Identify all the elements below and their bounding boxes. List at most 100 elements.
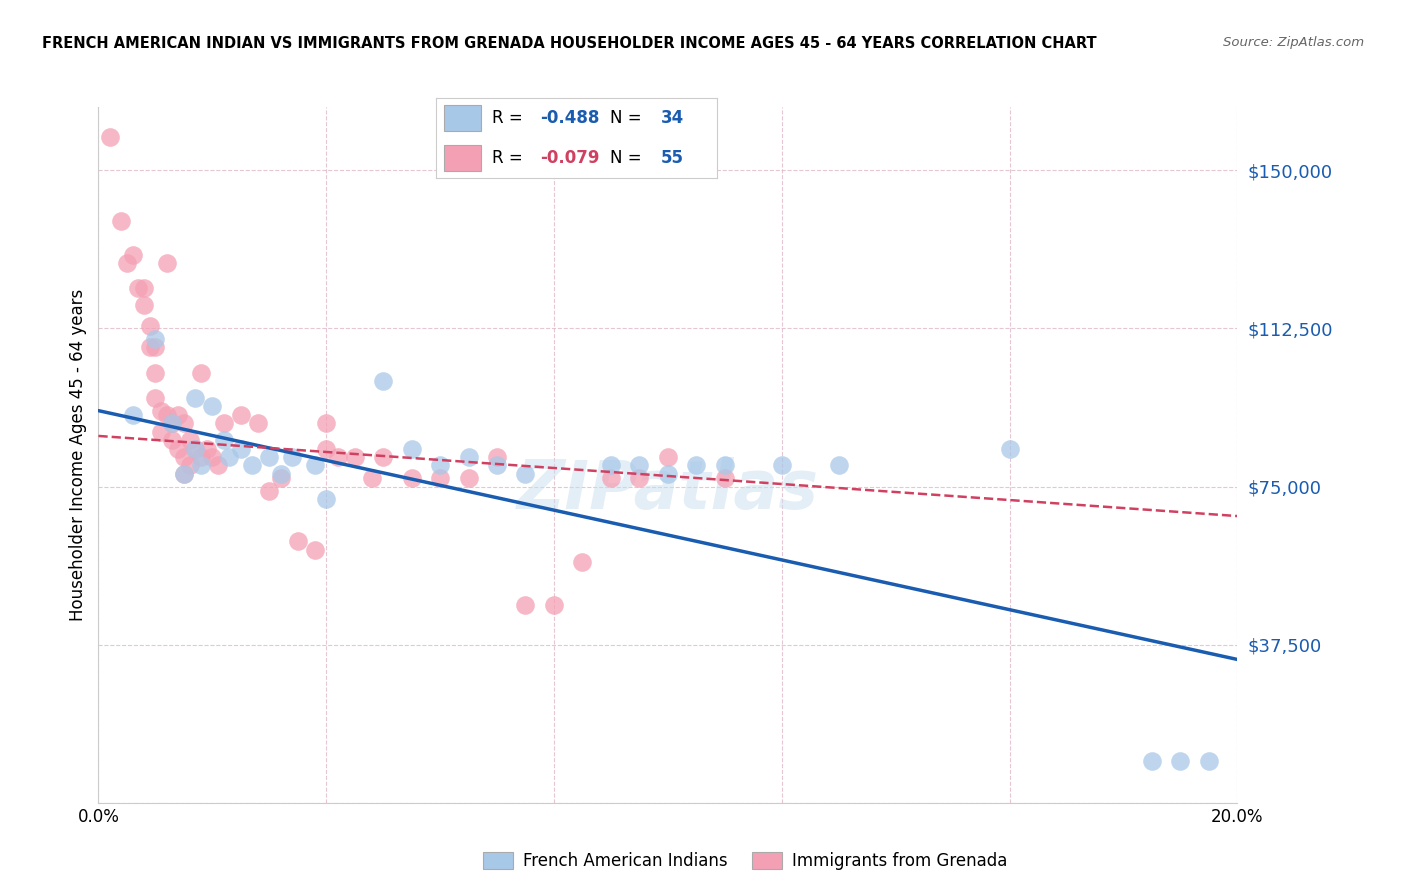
Point [145, 366, 167, 380]
Point [429, 471, 451, 485]
Point [600, 458, 623, 473]
Point [315, 442, 337, 456]
Point [201, 400, 224, 414]
Point [259, 483, 281, 498]
Point [515, 598, 537, 612]
Point [150, 425, 173, 439]
Point [121, 408, 143, 422]
Point [657, 450, 679, 464]
Point [401, 471, 423, 485]
Point [218, 450, 240, 464]
Point [281, 450, 304, 464]
Point [270, 471, 292, 485]
Point [600, 471, 623, 485]
Point [1198, 754, 1220, 768]
Point [998, 442, 1021, 456]
Point [401, 442, 423, 456]
Point [190, 458, 212, 473]
Point [184, 442, 207, 456]
Point [110, 214, 132, 228]
Point [184, 442, 207, 456]
Text: N =: N = [610, 109, 647, 128]
Point [246, 417, 269, 431]
Y-axis label: Householder Income Ages 45 - 64 years: Householder Income Ages 45 - 64 years [69, 289, 87, 621]
Point [173, 417, 195, 431]
Point [173, 467, 195, 481]
Point [315, 492, 337, 507]
Point [714, 471, 737, 485]
Point [457, 471, 479, 485]
Point [190, 366, 212, 380]
Point [373, 374, 395, 388]
Point [486, 450, 509, 464]
Text: FRENCH AMERICAN INDIAN VS IMMIGRANTS FROM GRENADA HOUSEHOLDER INCOME AGES 45 - 6: FRENCH AMERICAN INDIAN VS IMMIGRANTS FRO… [42, 36, 1097, 51]
Point [1170, 754, 1192, 768]
Point [121, 247, 143, 261]
Point [770, 458, 793, 473]
Point [173, 467, 195, 481]
Point [156, 256, 179, 270]
Text: N =: N = [610, 149, 647, 168]
Point [127, 281, 149, 295]
Text: Source: ZipAtlas.com: Source: ZipAtlas.com [1223, 36, 1364, 49]
Point [229, 442, 252, 456]
Point [270, 467, 292, 481]
Point [115, 256, 138, 270]
Point [657, 467, 679, 481]
Point [138, 319, 160, 334]
Point [571, 556, 593, 570]
Point [145, 332, 167, 346]
Point [207, 458, 229, 473]
Point [457, 450, 479, 464]
Point [156, 408, 179, 422]
Point [343, 450, 366, 464]
Legend: French American Indians, Immigrants from Grenada: French American Indians, Immigrants from… [477, 845, 1014, 877]
Point [201, 450, 224, 464]
Point [543, 598, 565, 612]
Point [315, 417, 337, 431]
Point [259, 450, 281, 464]
Point [162, 433, 184, 447]
Point [229, 408, 252, 422]
Text: 55: 55 [661, 149, 683, 168]
Point [167, 442, 190, 456]
Point [179, 458, 201, 473]
Text: 34: 34 [661, 109, 685, 128]
Point [132, 298, 155, 312]
FancyBboxPatch shape [444, 105, 481, 131]
Point [145, 391, 167, 405]
Text: R =: R = [492, 149, 529, 168]
Text: R =: R = [492, 109, 529, 128]
Point [212, 433, 235, 447]
Point [515, 467, 537, 481]
Point [429, 458, 451, 473]
Point [304, 542, 326, 557]
Point [360, 471, 382, 485]
Point [138, 340, 160, 354]
Point [326, 450, 349, 464]
Point [714, 458, 737, 473]
FancyBboxPatch shape [444, 145, 481, 171]
Text: -0.488: -0.488 [540, 109, 599, 128]
Point [685, 458, 707, 473]
Point [304, 458, 326, 473]
Point [240, 458, 263, 473]
Point [98, 129, 121, 144]
Point [150, 403, 173, 417]
Point [628, 471, 651, 485]
Point [162, 417, 184, 431]
Point [1140, 754, 1163, 768]
Text: -0.079: -0.079 [540, 149, 599, 168]
Point [628, 458, 651, 473]
Point [212, 417, 235, 431]
Point [195, 442, 218, 456]
Point [162, 417, 184, 431]
Text: ZIPatlas: ZIPatlas [517, 457, 818, 523]
Point [184, 391, 207, 405]
Point [179, 433, 201, 447]
Point [167, 408, 190, 422]
Point [132, 281, 155, 295]
Point [145, 340, 167, 354]
Point [373, 450, 395, 464]
Point [287, 534, 309, 549]
